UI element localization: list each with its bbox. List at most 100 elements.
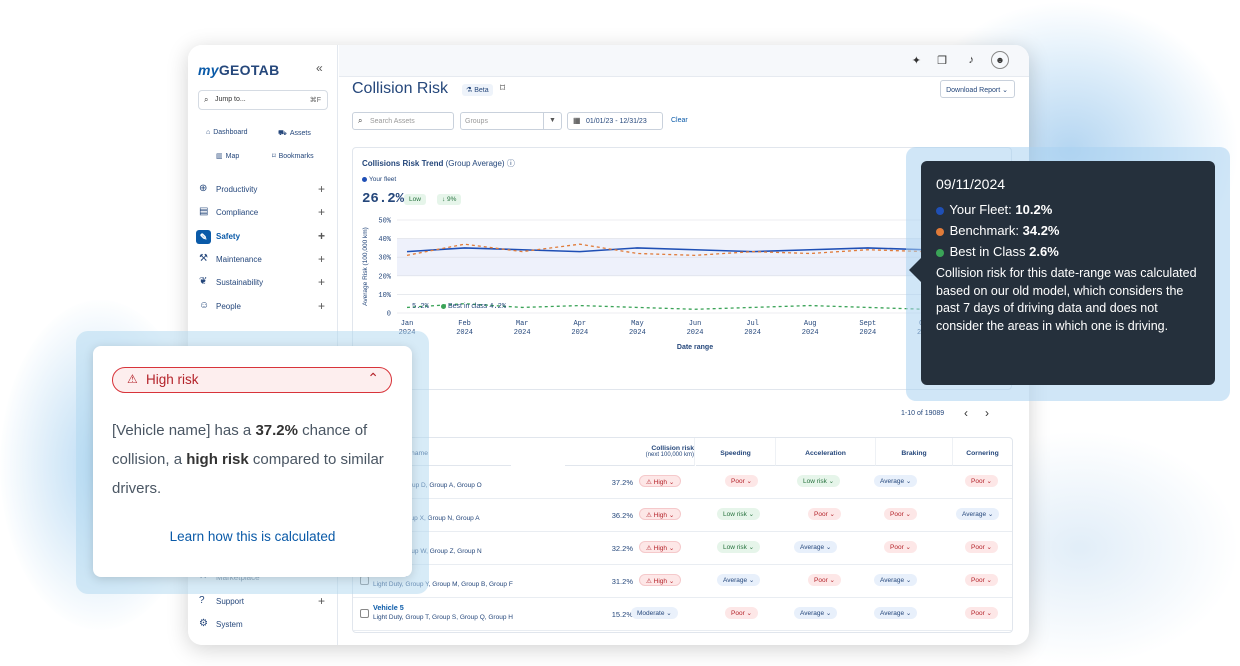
- braking-badge[interactable]: Average ⌄: [874, 574, 918, 586]
- prev-page-button[interactable]: ‹: [964, 406, 968, 420]
- safety-icon: ✎: [196, 230, 211, 244]
- braking-badge[interactable]: Poor ⌄: [884, 508, 917, 520]
- series-line-benchmark[interactable]: [406, 243, 984, 256]
- sidebar-item-productivity[interactable]: ⊕ Productivity +: [199, 182, 325, 196]
- speeding-badge[interactable]: Poor ⌄: [725, 475, 758, 487]
- collision-risk-badge[interactable]: ⚠ High ⌄: [639, 475, 682, 487]
- sidebar-item-system[interactable]: ⚙ System: [199, 618, 243, 630]
- high-risk-dropdown[interactable]: ⚠ High risk ⌃: [112, 367, 392, 393]
- cornering-badge[interactable]: Poor ⌄: [965, 607, 998, 619]
- expand-icon[interactable]: +: [317, 275, 325, 289]
- collision-risk-badge[interactable]: ⚠ High ⌄: [639, 541, 682, 553]
- sidebar-item-support[interactable]: ? Support +: [199, 594, 325, 608]
- chevron-down-icon: ⌄: [905, 511, 911, 518]
- user-avatar-icon[interactable]: ☻: [991, 51, 1009, 69]
- logo[interactable]: myGEOTAB: [198, 62, 280, 78]
- collision-risk-badge[interactable]: ⚠ High ⌄: [639, 574, 682, 586]
- sidebar-item-safety[interactable]: ✎ Safety +: [196, 228, 330, 246]
- speeding-badge[interactable]: Average ⌄: [717, 574, 761, 586]
- acceleration-badge[interactable]: Poor ⌄: [808, 508, 841, 520]
- speeding-badge[interactable]: Low risk ⌄: [717, 508, 761, 520]
- quick-link-dashboard[interactable]: ⌂ Dashboard: [206, 129, 248, 136]
- jump-to-input[interactable]: ⌕ Jump to... ⌘F: [198, 90, 328, 110]
- table-row[interactable]: Vehicle 13Light Duty, Group Y, Group M, …: [353, 565, 1012, 598]
- braking-badge[interactable]: Average ⌄: [874, 607, 918, 619]
- collision-risk-line-chart[interactable]: 010%20%30%40%50%Jan2024Feb2024Mar2024Apr…: [353, 212, 1013, 372]
- chevron-down-icon: ⌄: [986, 610, 992, 617]
- column-header-collision-risk[interactable]: Collision risk (next 100,000 km): [565, 438, 695, 466]
- table-row[interactable]: Vehicle 5 Light Duty, Group T, Group S, G…: [353, 598, 1012, 631]
- column-header-cornering[interactable]: Cornering: [953, 438, 1012, 466]
- expand-icon[interactable]: +: [317, 299, 325, 313]
- sidebar-item-sustainability[interactable]: ❦ Sustainability +: [199, 275, 325, 289]
- sidebar-item-maintenance[interactable]: ⚒ Maintenance +: [199, 252, 325, 266]
- fleet-risk-value: 26.2%: [362, 191, 405, 207]
- warning-icon: ⚠: [646, 479, 654, 486]
- acceleration-badge[interactable]: Average ⌄: [794, 541, 838, 553]
- gear-icon: ⚙: [199, 618, 208, 629]
- expand-icon[interactable]: +: [317, 252, 325, 266]
- clear-filters-link[interactable]: Clear: [671, 117, 688, 124]
- collision-risk-percent: 36.2%: [611, 511, 633, 520]
- cornering-badge[interactable]: Poor ⌄: [965, 475, 998, 487]
- braking-badge[interactable]: Poor ⌄: [884, 541, 917, 553]
- chevron-down-icon[interactable]: ▼: [543, 113, 561, 129]
- collision-risk-badge[interactable]: Moderate ⌄: [631, 607, 678, 619]
- vehicle-name-link[interactable]: Vehicle 5: [373, 603, 404, 612]
- expand-icon[interactable]: +: [317, 229, 325, 243]
- column-header-speeding[interactable]: Speeding: [696, 438, 776, 466]
- sidebar-item-compliance[interactable]: ▤ Compliance +: [199, 205, 325, 219]
- top-bar: ✦ ❐ ♪ ☻: [339, 45, 1029, 77]
- quick-link-bookmarks[interactable]: ⌑ Bookmarks: [272, 153, 314, 160]
- tooltip-arrow: [909, 258, 921, 282]
- x-tick-label: Jun 2024: [687, 320, 704, 337]
- chevron-down-icon: ⌄: [986, 544, 992, 551]
- groups-select[interactable]: Groups ▼: [460, 112, 562, 130]
- expand-icon[interactable]: +: [317, 205, 325, 219]
- date-range-picker[interactable]: ▦ 01/01/23 - 12/31/23: [567, 112, 663, 130]
- windows-icon[interactable]: ❐: [937, 55, 947, 67]
- chevron-up-icon[interactable]: ⌃: [367, 370, 379, 386]
- download-report-button[interactable]: Download Report ⌄: [940, 80, 1015, 98]
- speeding-badge[interactable]: Poor ⌄: [725, 607, 758, 619]
- next-page-button[interactable]: ›: [985, 406, 989, 420]
- braking-badge[interactable]: Average ⌄: [874, 475, 918, 487]
- series-line-best-in-class[interactable]: [406, 303, 984, 310]
- learn-more-link[interactable]: Learn how this is calculated: [169, 529, 336, 544]
- bookmark-icon[interactable]: ⌑: [500, 83, 506, 94]
- cornering-badge[interactable]: Average ⌄: [956, 508, 1000, 520]
- collision-risk-badge[interactable]: ⚠ High ⌄: [639, 508, 682, 520]
- table-row[interactable]: Group J, Group X, Group N, Group A36.2%⚠…: [353, 499, 1012, 532]
- tooltip-date: 09/11/2024: [936, 176, 1006, 192]
- acceleration-badge[interactable]: Low risk ⌄: [797, 475, 841, 487]
- quick-link-assets[interactable]: ⛟ Assets: [278, 130, 311, 137]
- column-header-braking[interactable]: Braking: [876, 438, 953, 466]
- table-row[interactable]: Group A, Group W, Group Z, Group N32.2%⚠…: [353, 532, 1012, 565]
- sparkle-icon[interactable]: ✦: [911, 55, 921, 67]
- chevron-down-icon: ⌄: [825, 544, 832, 551]
- quick-link-map[interactable]: ▥ Map: [216, 153, 240, 160]
- speeding-badge[interactable]: Low risk ⌄: [717, 541, 761, 553]
- acceleration-badge[interactable]: Average ⌄: [794, 607, 838, 619]
- cornering-badge[interactable]: Poor ⌄: [965, 574, 998, 586]
- bell-icon[interactable]: ♪: [968, 54, 975, 66]
- table-row[interactable]: Group H, Group D, Group A, Group O37.2%⚠…: [353, 466, 1012, 499]
- clipboard-icon: ▤: [199, 206, 209, 217]
- chevron-down-icon: ⌄: [668, 479, 675, 486]
- cornering-badge[interactable]: Poor ⌄: [965, 541, 998, 553]
- expand-icon[interactable]: +: [317, 594, 325, 608]
- y-tick-label: 0: [387, 311, 391, 319]
- bookmark-icon: ⌑: [272, 153, 276, 160]
- collision-risk-percent: 37.2%: [611, 478, 633, 487]
- vehicle-groups: Light Duty, Group Y, Group M, Group B, G…: [373, 581, 513, 588]
- search-assets-input[interactable]: ⌕ Search Assets: [352, 112, 454, 130]
- chevron-down-icon: ⌄: [905, 478, 912, 485]
- collapse-sidebar-button[interactable]: «: [316, 61, 323, 75]
- chevron-down-icon: ⌄: [986, 478, 992, 485]
- sidebar-item-people[interactable]: ☺ People +: [199, 299, 325, 313]
- row-checkbox[interactable]: [360, 609, 369, 618]
- column-header-acceleration[interactable]: Acceleration: [776, 438, 876, 466]
- collision-risk-percent: 15.2%: [611, 610, 633, 619]
- acceleration-badge[interactable]: Poor ⌄: [808, 574, 841, 586]
- expand-icon[interactable]: +: [317, 182, 325, 196]
